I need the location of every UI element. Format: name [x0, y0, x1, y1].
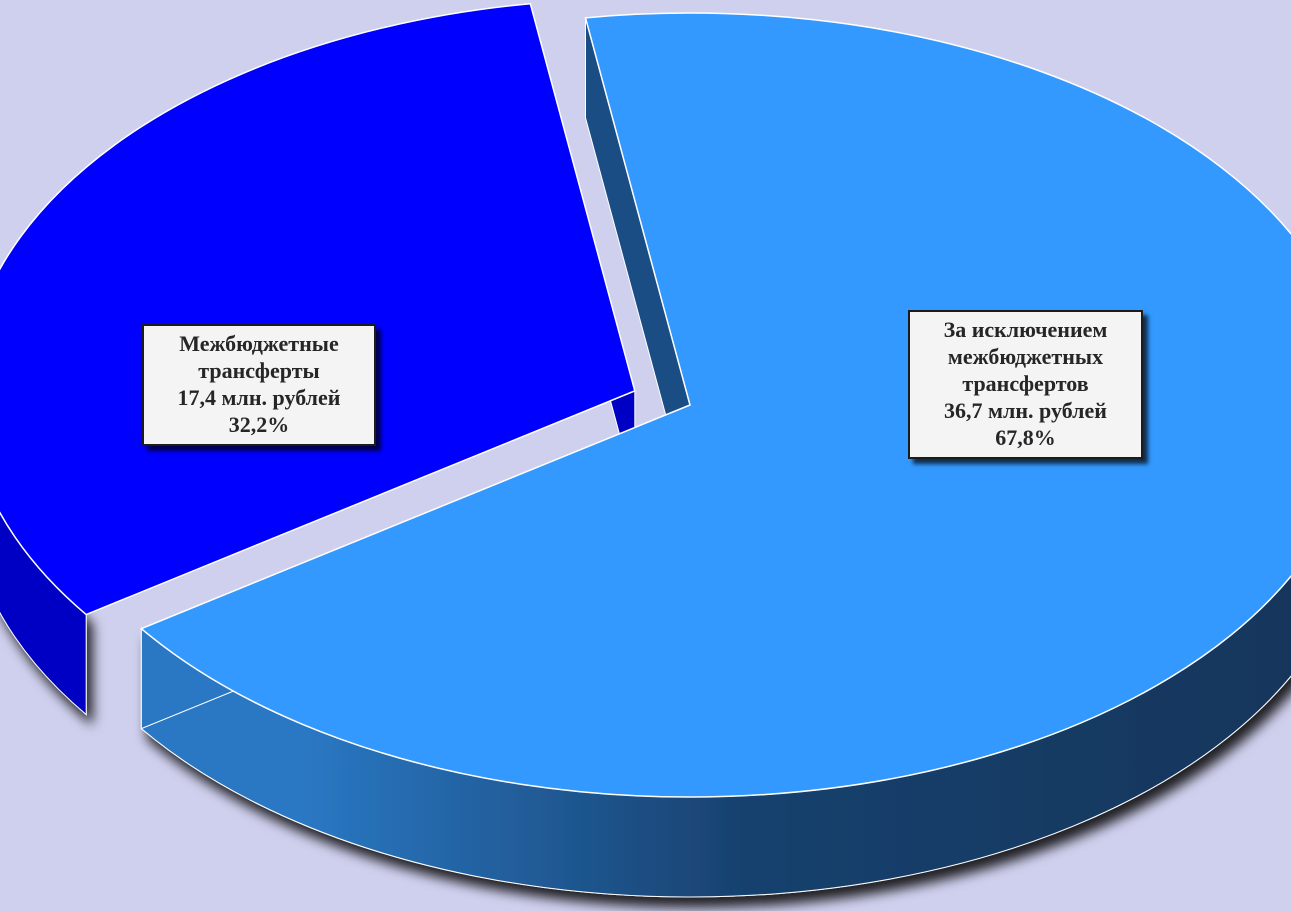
slice-percent: 32,2% [228, 412, 290, 437]
slice-percent: 67,8% [995, 425, 1056, 450]
slice-label-line: За исключением [943, 317, 1108, 342]
slice-label-za-isklyucheniem: За исключением межбюджетных трансфертов … [908, 310, 1143, 459]
slice-label-line: трансфертов [962, 371, 1089, 396]
slice-label-line: Межбюджетные [179, 331, 339, 356]
slice-label-line: межбюджетных [947, 344, 1104, 369]
slice-amount: 17,4 млн. рублей [177, 385, 341, 410]
slice-label-mezhbyudzhetnye: Межбюджетные трансферты 17,4 млн. рублей… [142, 324, 376, 446]
slice-label-line: трансферты [198, 358, 320, 383]
pie-slice-0 [0, 2, 636, 616]
pie-slice-1 [139, 12, 1291, 798]
slice-amount: 36,7 млн. рублей [944, 398, 1107, 423]
